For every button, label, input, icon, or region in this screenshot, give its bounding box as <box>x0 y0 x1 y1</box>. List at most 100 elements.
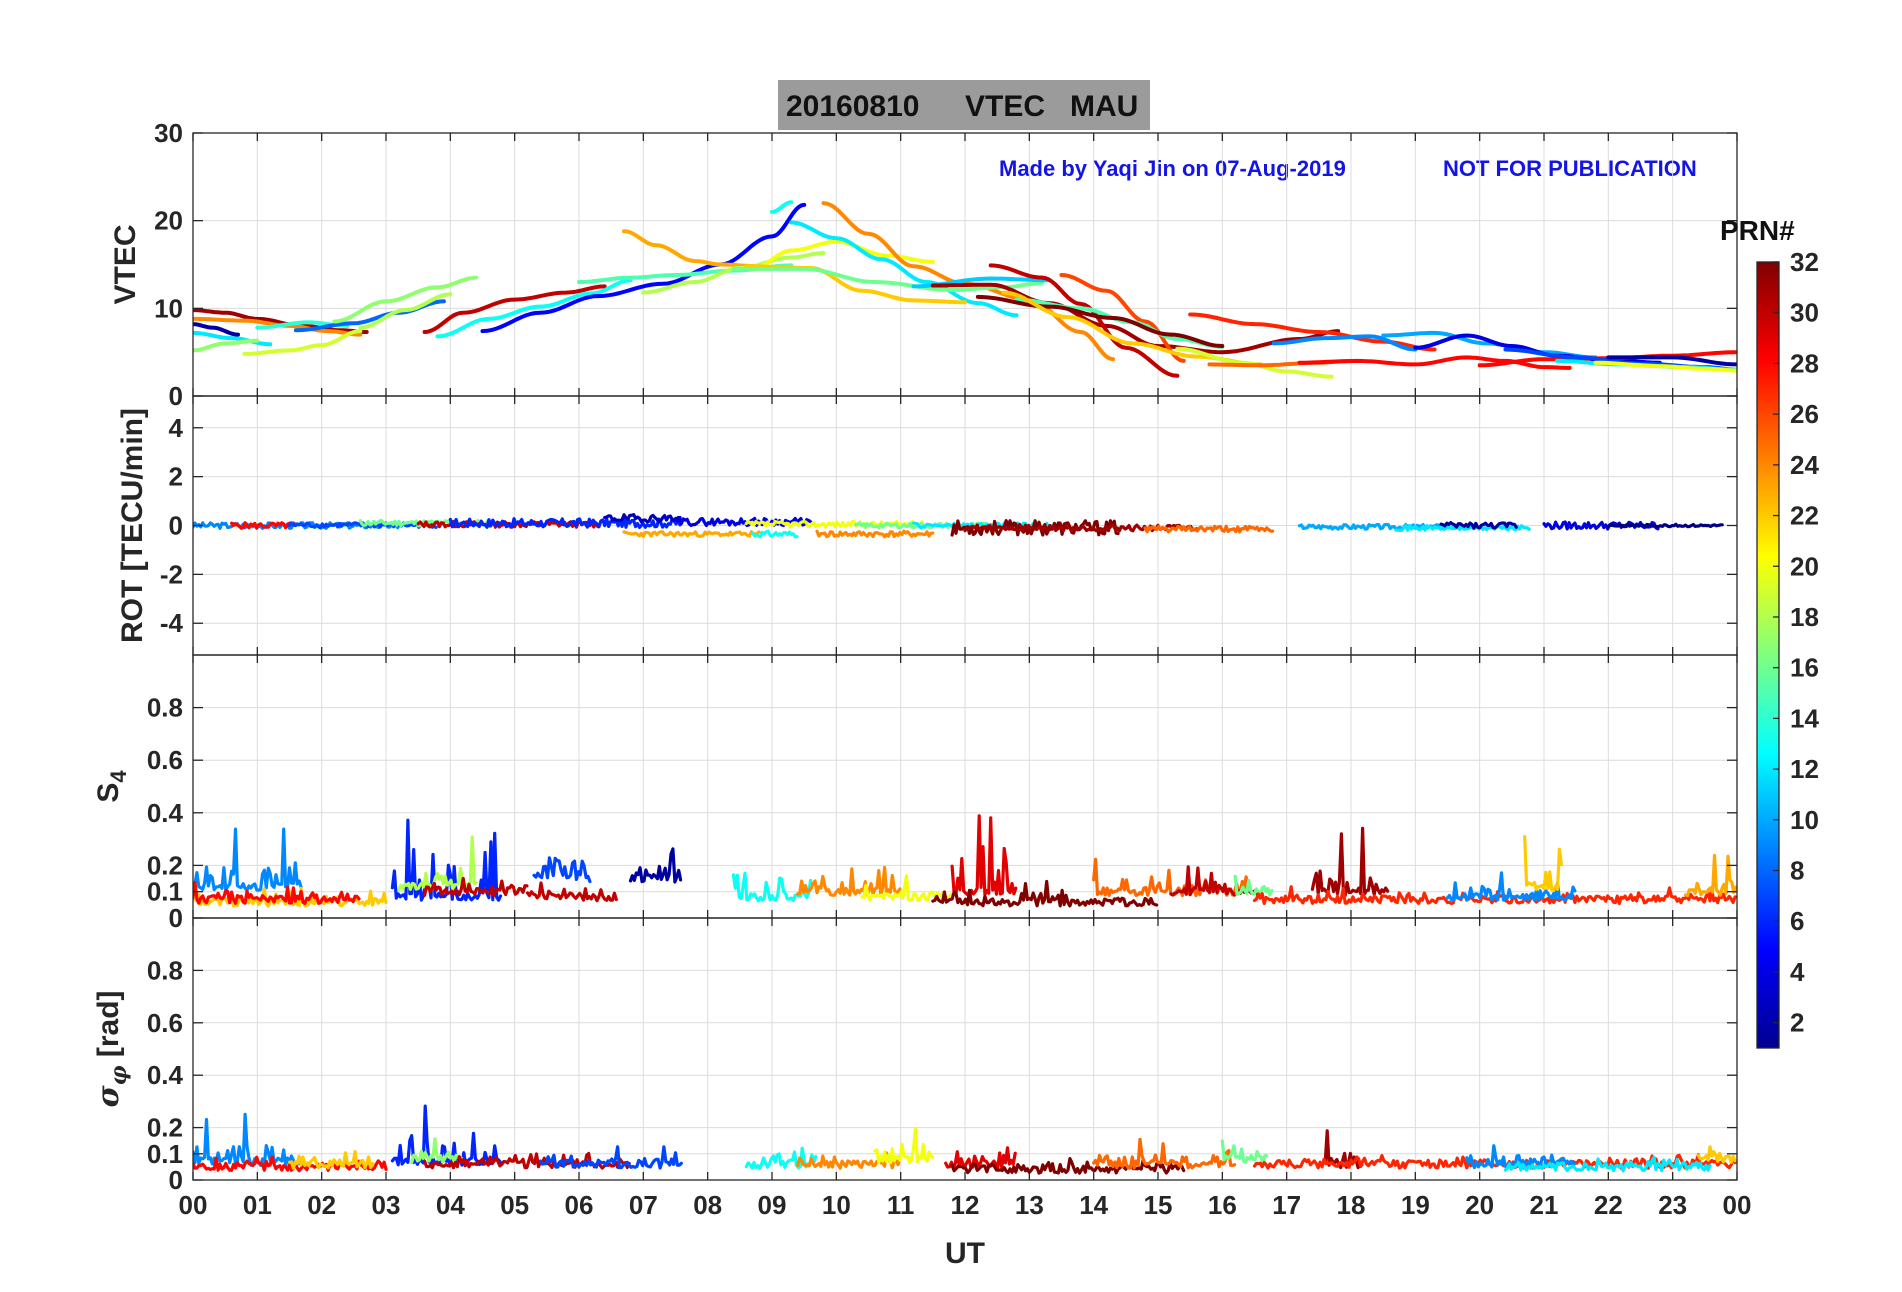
x-tick-label: 17 <box>1272 1190 1301 1220</box>
title-box <box>778 80 1150 130</box>
x-tick-label: 12 <box>951 1190 980 1220</box>
y-tick-label: 0.1 <box>147 877 183 907</box>
y-tick-label: 0.2 <box>147 850 183 880</box>
y-tick-label: 0 <box>169 511 183 541</box>
trace-prn-6 <box>448 517 682 530</box>
trace-prn-17 <box>410 1137 464 1165</box>
trace-prn-10 <box>1381 330 1598 360</box>
trace-prn-18 <box>358 292 453 330</box>
colorbar <box>1756 261 1780 1049</box>
trace-prn-25 <box>1092 1137 1237 1170</box>
trace-prn-25 <box>1143 524 1275 534</box>
y-tick-label: 0.1 <box>147 1139 183 1169</box>
y-tick-label: 0.4 <box>147 1060 184 1090</box>
trace-prn-20 <box>1593 360 1737 373</box>
trace-prn-3 <box>603 512 682 524</box>
trace-prn-12 <box>789 220 1019 318</box>
trace-prn-23 <box>1683 853 1737 898</box>
colorbar-tick-label: 22 <box>1790 501 1819 531</box>
x-tick-label: 06 <box>565 1190 594 1220</box>
y-tick-label: 2 <box>169 462 183 492</box>
trace-prn-7 <box>538 1145 683 1170</box>
trace-prn-13 <box>744 1146 818 1170</box>
colorbar-tick-label: 18 <box>1790 602 1819 632</box>
colorbar-tick-label: 6 <box>1790 906 1804 936</box>
trace-prn-30 <box>988 263 1180 378</box>
trace-prn-20 <box>744 519 928 529</box>
x-tick-label: 04 <box>436 1190 465 1220</box>
trace-prn-26 <box>1059 273 1186 363</box>
title-station: MAU <box>1070 90 1138 123</box>
colorbar-tick-label: 12 <box>1790 754 1819 784</box>
trace-prn-5 <box>480 202 807 334</box>
trace-prn-4 <box>673 516 813 528</box>
trace-prn-30 <box>423 876 529 898</box>
y-tick-label: 30 <box>154 118 183 148</box>
trace-prn-9 <box>193 827 303 892</box>
trace-prn-9 <box>1271 334 1418 352</box>
trace-prn-22 <box>287 1149 375 1170</box>
x-tick-label: 16 <box>1208 1190 1237 1220</box>
traces-sigphi <box>193 1104 1737 1175</box>
x-tick-label: 21 <box>1530 1190 1559 1220</box>
colorbar-tick-label: 4 <box>1790 957 1805 987</box>
trace-prn-32 <box>931 879 1159 908</box>
trace-prn-28 <box>230 521 297 530</box>
trace-prn-24 <box>796 1151 902 1170</box>
colorbar-tick-label: 20 <box>1790 551 1819 581</box>
trace-prn-31 <box>193 308 369 334</box>
y-tick-label: 0 <box>169 903 183 933</box>
trace-prn-9 <box>1445 871 1577 903</box>
y-tick-label: 0.6 <box>147 745 183 775</box>
colorbar-tick-label: 24 <box>1790 450 1819 480</box>
y-axis-label-s4: S4 <box>92 770 131 803</box>
panel-sigphi: 00.10.2 0.4 0.6 0.8 σφ [rad] <box>91 917 1738 1195</box>
x-tick-label: 13 <box>1015 1190 1044 1220</box>
colorbar-tick-label: 10 <box>1790 805 1819 835</box>
colorbar-tick-label: 8 <box>1790 856 1804 886</box>
x-tick-label: 14 <box>1079 1190 1108 1220</box>
y-tick-label: 0.2 <box>147 1113 183 1143</box>
trace-prn-6 <box>390 1104 503 1167</box>
x-tick-label: 23 <box>1658 1190 1687 1220</box>
y-tick-label: -2 <box>160 559 183 589</box>
title-product: VTEC <box>965 90 1045 123</box>
trace-prn-32 <box>975 294 1225 348</box>
trace-prn-31 <box>1310 826 1390 898</box>
y-axis-label-vtec: VTEC <box>109 224 142 304</box>
x-axis-label: UT <box>945 1237 985 1270</box>
trace-prn-23 <box>622 530 761 539</box>
trace-prn-17 <box>332 275 479 324</box>
trace-prn-28 <box>193 1155 388 1173</box>
y-axis-label-sigphi: σφ [rad] <box>91 990 132 1107</box>
trace-prn-1 <box>1606 522 1724 529</box>
trace-prn-2 <box>628 847 683 884</box>
x-tick-label: 10 <box>822 1190 851 1220</box>
trace-prn-32 <box>950 1156 1186 1175</box>
x-tick-label: 03 <box>372 1190 401 1220</box>
trace-prn-12 <box>1394 523 1531 533</box>
traces-s4 <box>193 814 1737 908</box>
credit-made-by: Made by Yaqi Jin on 07-Aug-2019 <box>999 156 1346 181</box>
x-tick-label: 20 <box>1465 1190 1494 1220</box>
x-axis-ticks: 00 01 02 03 04 05 06 07 08 09 10 11 12 13 14 15 16 17 18 19… <box>179 1190 1752 1220</box>
x-tick-label: 00 <box>1723 1190 1752 1220</box>
y-tick-label: 0.8 <box>147 955 183 985</box>
y-axis-label-rot: ROT [TECU/min] <box>116 408 149 643</box>
x-tick-label: 08 <box>693 1190 722 1220</box>
colorbar-tick-label: 2 <box>1790 1008 1804 1038</box>
trace-prn-19 <box>242 329 363 356</box>
trace-prn-2 <box>1606 355 1737 367</box>
trace-prn-12 <box>1503 1155 1712 1173</box>
colorbar-tick-label: 28 <box>1790 348 1819 378</box>
trace-prn-30 <box>422 284 607 334</box>
trace-prn-22 <box>1696 1145 1737 1164</box>
x-tick-label: 00 <box>179 1190 208 1220</box>
trace-prn-16 <box>1233 874 1274 897</box>
trace-prn-29 <box>944 1146 1017 1170</box>
trace-prn-13 <box>435 278 633 339</box>
traces-rot <box>193 512 1724 539</box>
credit-notice: NOT FOR PUBLICATION <box>1443 156 1697 181</box>
trace-prn-31 <box>930 282 1341 355</box>
